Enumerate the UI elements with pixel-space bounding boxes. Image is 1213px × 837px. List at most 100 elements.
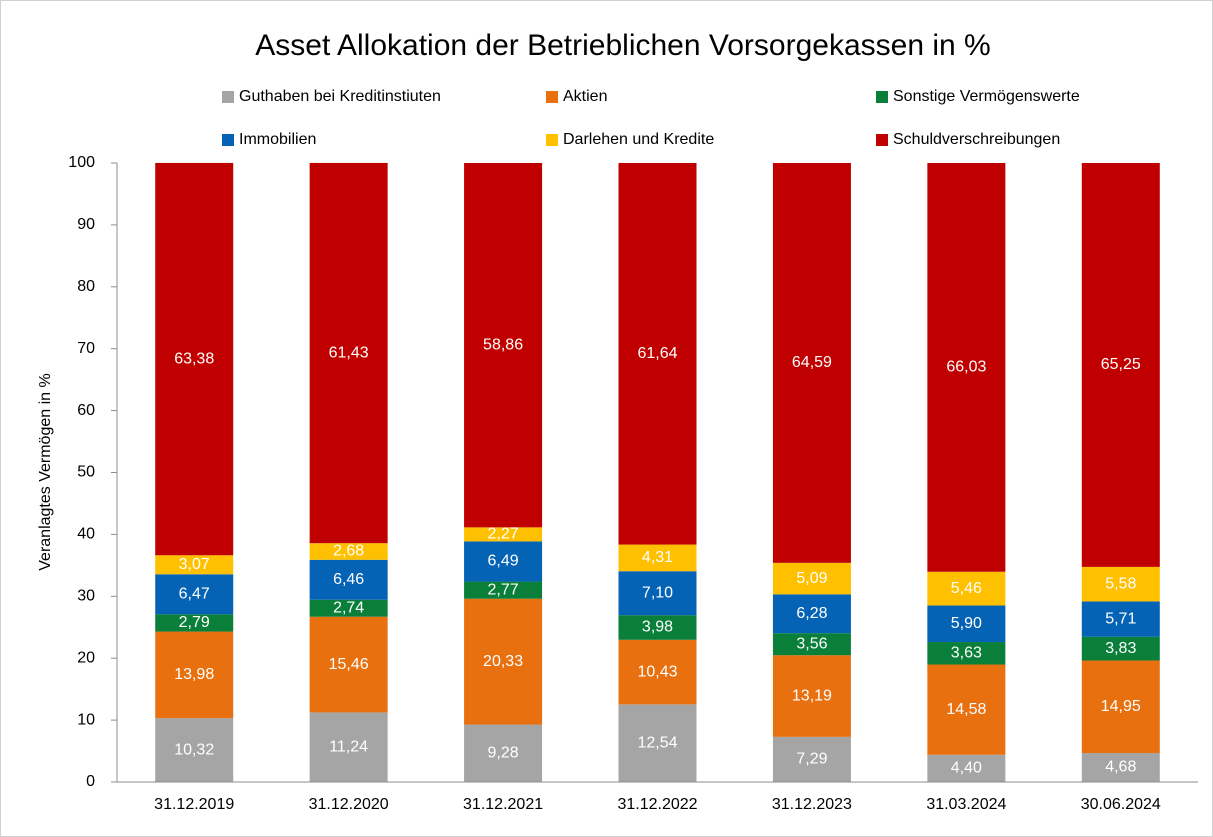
bar-segment — [618, 615, 697, 640]
bar-segment — [772, 655, 851, 737]
data-label: 4,40 — [951, 760, 982, 777]
data-label: 5,46 — [951, 580, 982, 597]
bar-segment — [772, 736, 851, 782]
data-label: 6,47 — [179, 586, 210, 603]
bar-segment — [772, 633, 851, 656]
data-label: 61,64 — [637, 345, 677, 362]
data-label: 10,32 — [174, 741, 214, 758]
data-label: 14,58 — [946, 701, 986, 718]
data-label: 64,59 — [792, 354, 832, 371]
data-label: 2,79 — [179, 614, 210, 631]
bar-segment — [927, 163, 1006, 572]
legend-swatch — [546, 91, 558, 103]
legend-swatch — [876, 91, 888, 103]
bar-segment — [464, 724, 543, 782]
bar-segment — [464, 163, 543, 528]
data-label: 65,25 — [1101, 356, 1141, 373]
legend-swatch — [222, 134, 234, 146]
data-label: 14,95 — [1101, 698, 1141, 715]
y-tick-label: 70 — [77, 340, 95, 357]
x-tick-label: 31.12.2019 — [154, 796, 234, 813]
data-label: 2,77 — [488, 581, 519, 598]
x-tick-label: 30.06.2024 — [1081, 796, 1161, 813]
y-tick-label: 90 — [77, 216, 95, 233]
bar-segment — [155, 555, 234, 575]
bar-segment — [155, 631, 234, 719]
data-label: 58,86 — [483, 336, 523, 353]
bar-segment — [618, 163, 697, 545]
y-tick-label: 0 — [86, 773, 95, 790]
bar-segment — [618, 639, 697, 705]
bar-segment — [309, 616, 388, 713]
data-label: 6,28 — [796, 605, 827, 622]
x-tick-label: 31.12.2021 — [463, 796, 543, 813]
y-tick-label: 30 — [77, 588, 95, 605]
bar-segment — [309, 712, 388, 782]
data-label: 4,31 — [642, 549, 673, 566]
data-label: 3,07 — [179, 556, 210, 573]
bar-segment — [155, 718, 234, 782]
bar-segment — [772, 163, 851, 563]
bar-segment — [618, 704, 697, 782]
bar-segment — [618, 571, 697, 616]
data-label: 11,24 — [329, 738, 368, 755]
bar-segment — [1081, 601, 1160, 637]
data-label: 3,63 — [951, 644, 982, 661]
data-label: 9,28 — [488, 744, 519, 761]
bar-segment — [309, 559, 388, 600]
y-axis-label: Veranlagtes Vermögen in % — [37, 373, 54, 570]
bar-segment — [464, 527, 543, 542]
y-tick-label: 20 — [77, 649, 95, 666]
legend-label: Schuldverschreibungen — [893, 131, 1060, 148]
bar-segment — [155, 614, 234, 632]
data-label: 5,90 — [951, 615, 982, 632]
bar-segment — [772, 562, 851, 595]
data-label: 13,19 — [792, 687, 832, 704]
legend-label: Aktien — [563, 88, 607, 105]
data-label: 5,58 — [1105, 575, 1136, 592]
legend-swatch — [876, 134, 888, 146]
bar-segment — [1081, 566, 1160, 602]
x-tick-label: 31.12.2023 — [772, 796, 852, 813]
data-label: 6,46 — [333, 571, 364, 588]
bar-segment — [1081, 660, 1160, 754]
bar-segment — [1081, 636, 1160, 661]
bar-segment — [1081, 163, 1160, 567]
bar-segment — [927, 754, 1006, 782]
data-label: 61,43 — [329, 344, 369, 361]
data-label: 4,68 — [1105, 759, 1136, 776]
data-label: 2,27 — [488, 526, 519, 543]
data-label: 12,54 — [637, 734, 677, 751]
data-label: 2,68 — [333, 543, 364, 560]
data-label: 63,38 — [174, 350, 214, 367]
legend-label: Immobilien — [239, 131, 316, 148]
bar-segment — [309, 599, 388, 617]
data-label: 5,09 — [796, 570, 827, 587]
bar-segment — [927, 642, 1006, 665]
data-label: 10,43 — [637, 663, 677, 680]
bar-segment — [155, 162, 234, 556]
data-label: 5,71 — [1105, 610, 1136, 627]
x-tick-label: 31.12.2020 — [309, 796, 389, 813]
bar-segment — [618, 544, 697, 572]
bar-segment — [309, 162, 388, 544]
bar-segment — [772, 594, 851, 634]
legend-label: Sonstige Vermögenswerte — [893, 88, 1080, 105]
legend-swatch — [222, 91, 234, 103]
bar-segment — [1081, 753, 1160, 782]
data-label: 3,83 — [1105, 640, 1136, 657]
x-tick-label: 31.12.2022 — [617, 796, 697, 813]
legend-label: Darlehen und Kredite — [563, 131, 714, 148]
data-label: 3,56 — [796, 635, 827, 652]
bar-segment — [927, 664, 1006, 755]
y-tick-label: 50 — [77, 464, 95, 481]
data-label: 15,46 — [329, 656, 369, 673]
bar-segment — [927, 571, 1006, 606]
bar-segment — [927, 605, 1006, 643]
data-label: 7,10 — [642, 584, 673, 601]
data-label: 6,49 — [488, 553, 519, 570]
data-label: 2,74 — [333, 599, 364, 616]
legend-label: Guthaben bei Kreditinstiuten — [239, 88, 441, 105]
data-label: 66,03 — [946, 359, 986, 376]
chart-title: Asset Allokation der Betrieblichen Vorso… — [255, 29, 990, 62]
